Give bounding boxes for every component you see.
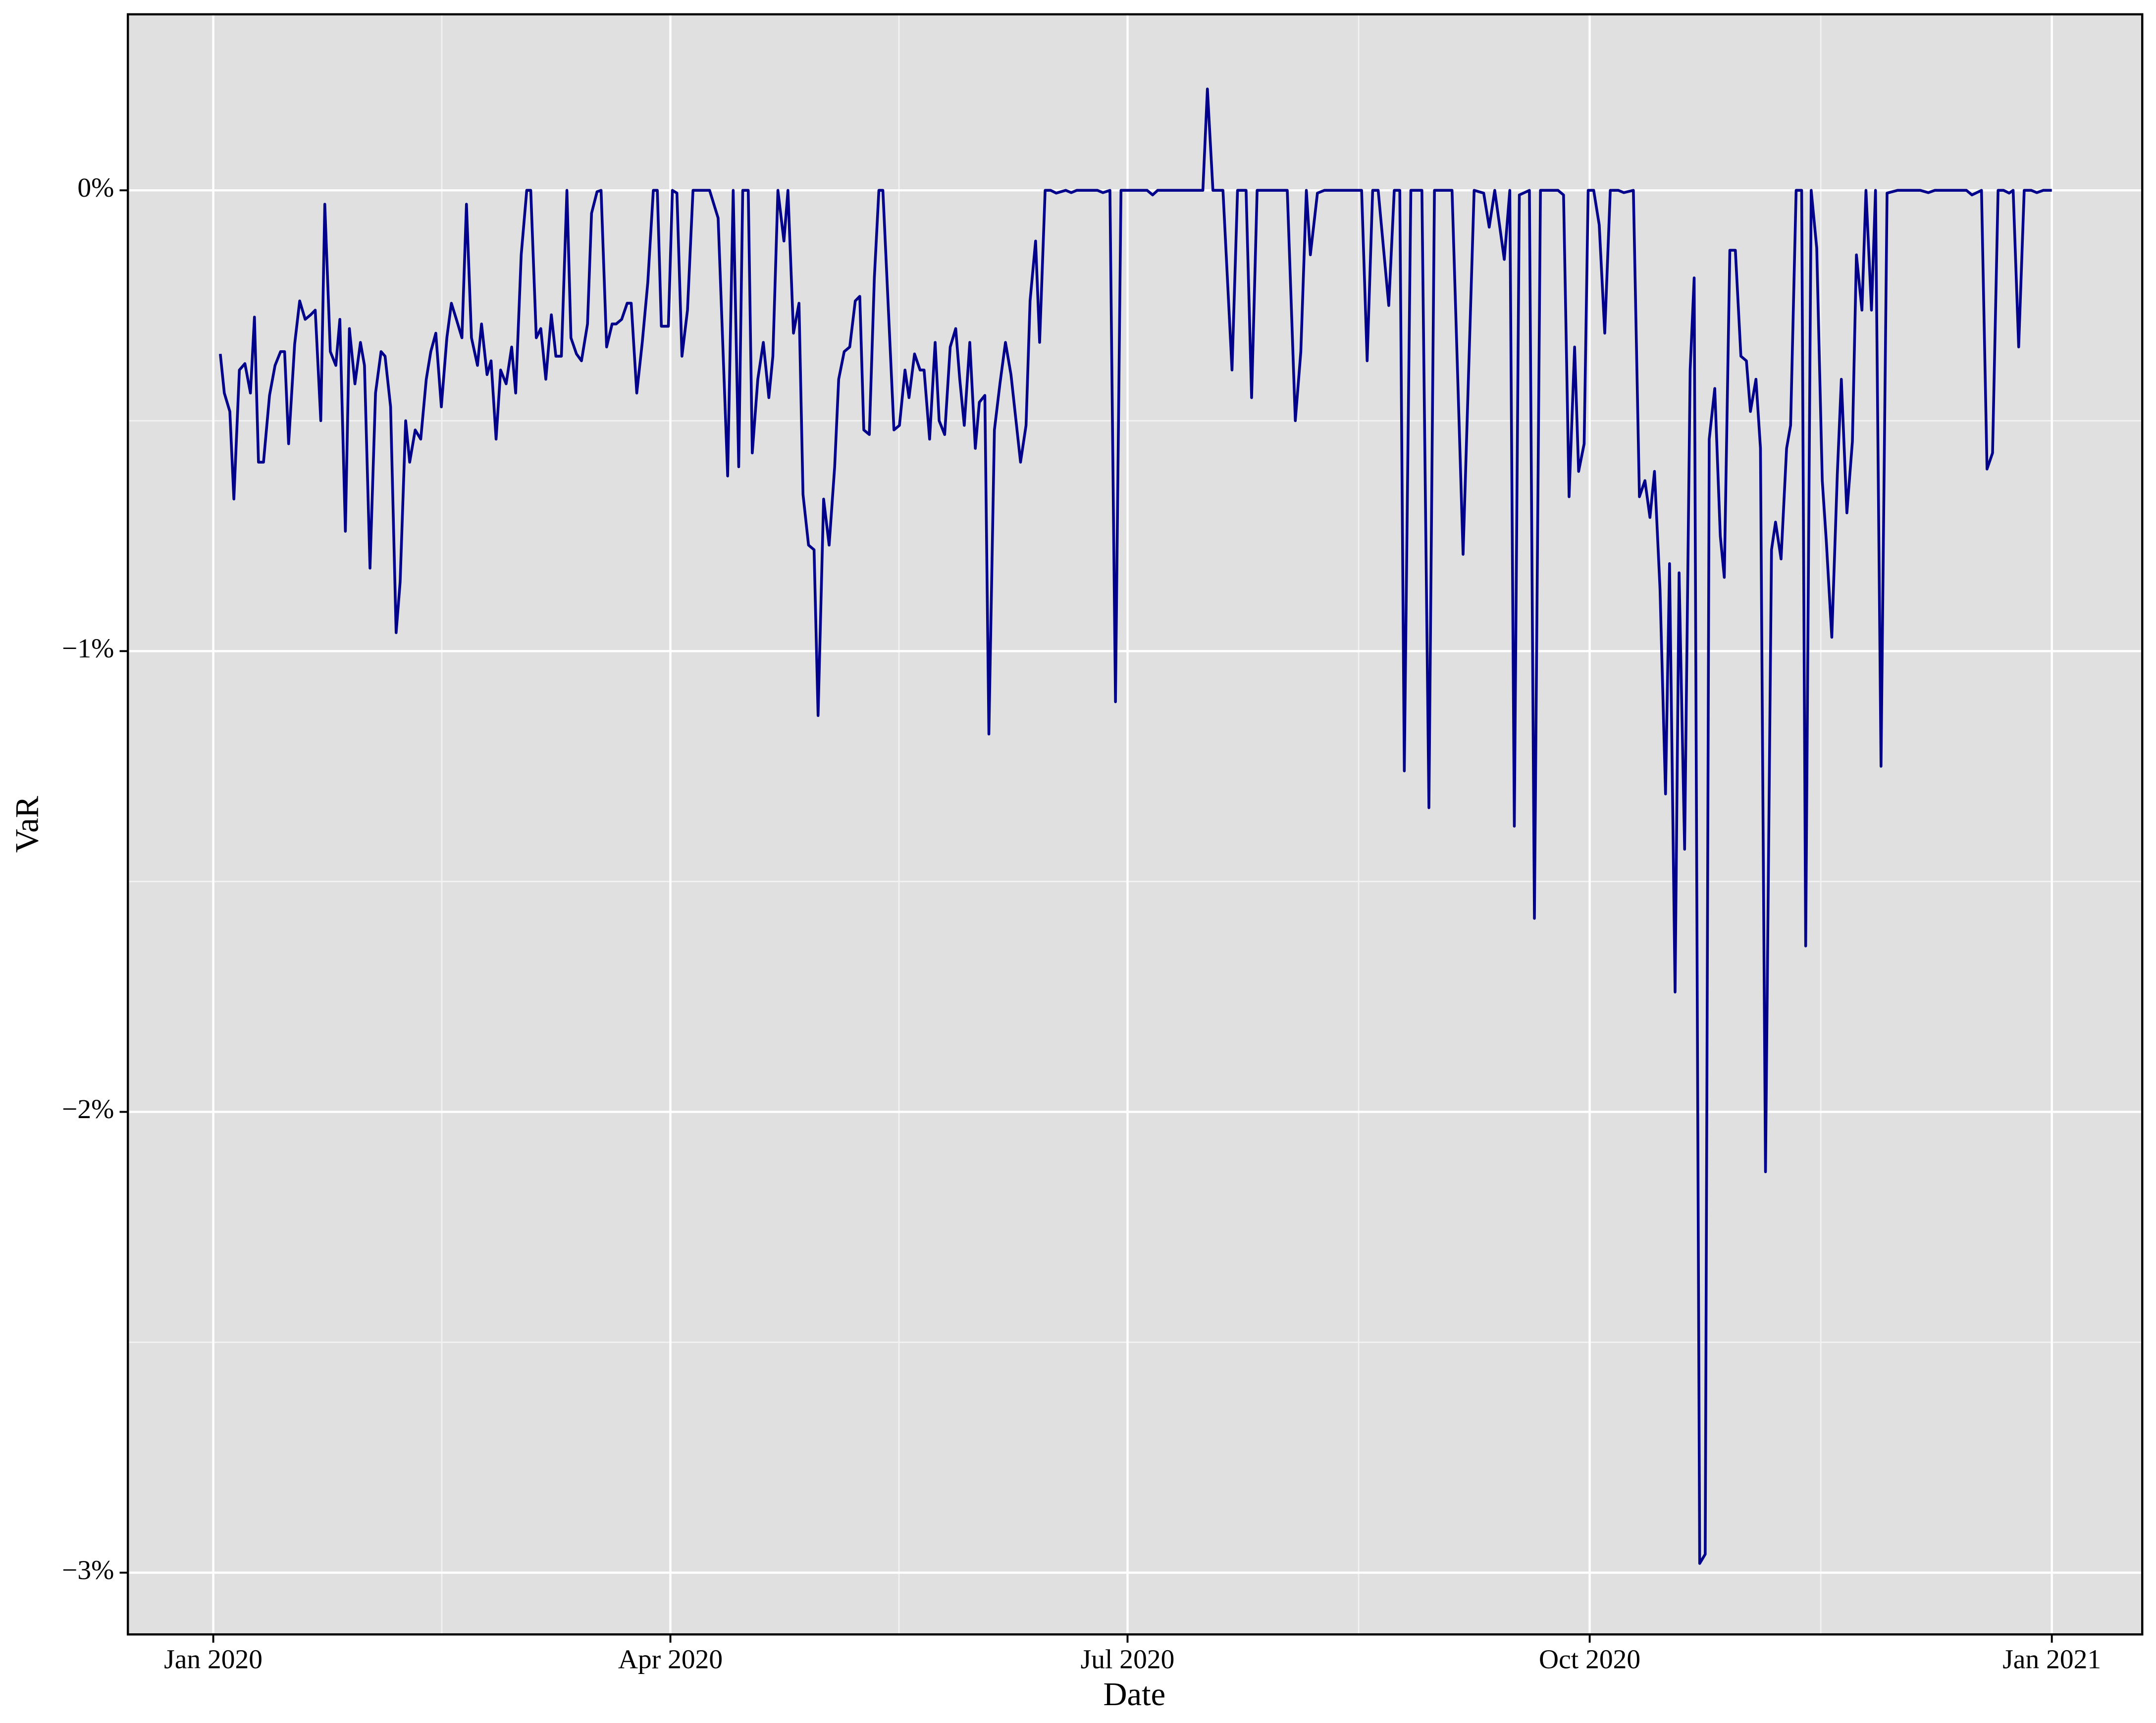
x-tick-label: Jan 2021 [2002,1644,2101,1674]
y-axis-title: VaR [9,796,45,853]
axes: Jan 2020 Apr 2020 Jul 2020 Oct 2020 Jan 2021… [62,173,2101,1675]
y-tick-label: −1% [62,634,114,664]
x-tick-label: Jan 2020 [164,1644,263,1674]
x-axis-title: Date [1103,1676,1165,1713]
x-tick-label: Jul 2020 [1081,1644,1175,1674]
data-line [219,87,2052,1565]
plot-border [126,13,2144,1636]
y-tick-label: −3% [62,1555,114,1585]
x-tick-label: Oct 2020 [1539,1644,1640,1674]
data-layer [219,87,2052,1565]
y-tick-label: 0% [77,173,114,203]
x-tick-label: Apr 2020 [618,1644,723,1674]
y-tick-label: −2% [62,1094,114,1125]
plot-background [128,14,2143,1635]
grid [128,14,2143,1635]
